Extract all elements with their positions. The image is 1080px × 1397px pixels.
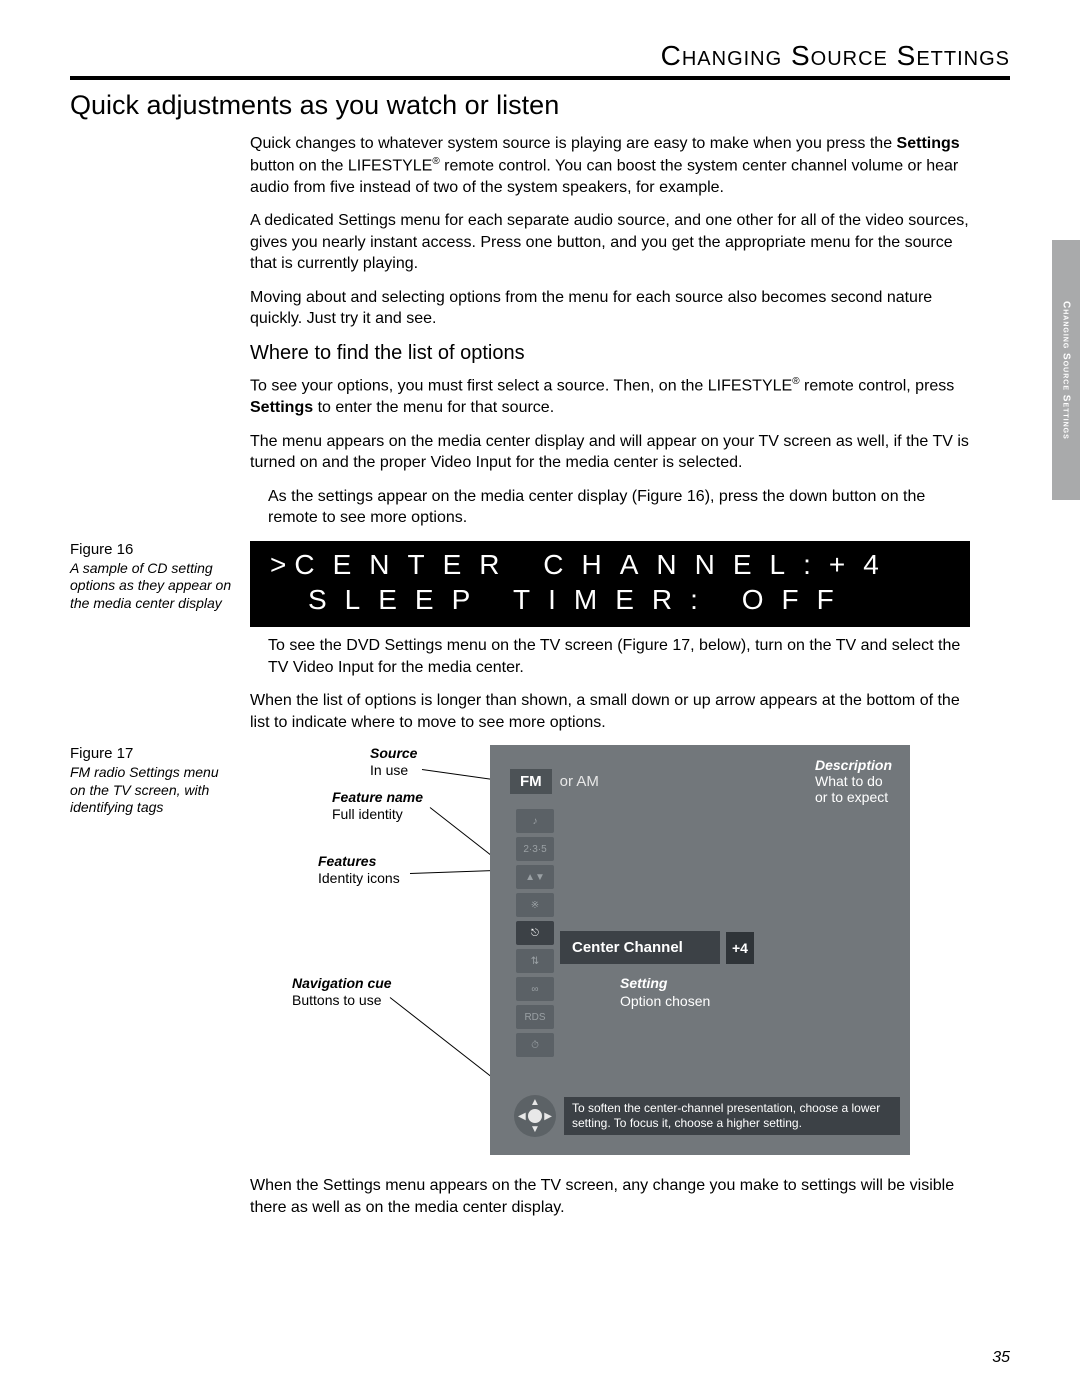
where-p1b: remote control, press (800, 377, 955, 394)
callout-featurename: Feature name Full identity (332, 789, 423, 823)
display-line-2: SLEEP TIMER: OFF (308, 582, 950, 617)
where-p1d: to enter the menu for that source. (313, 399, 554, 416)
callout-features: Features Identity icons (318, 853, 400, 887)
side-tab: Changing Source Settings (1052, 240, 1080, 500)
after16-p1: To see the DVD Settings menu on the TV s… (268, 635, 970, 678)
feature-icon: RDS (516, 1005, 554, 1029)
center-channel-row: Center Channel +4 (560, 931, 754, 964)
intro-p1c: button on the LIFESTYLE (250, 157, 432, 174)
callout-source: Source In use (370, 745, 417, 779)
callout-description-title: Description (815, 757, 892, 773)
intro-p1a: Quick changes to whatever system source … (250, 135, 897, 152)
description-bar: To soften the center-channel presentatio… (564, 1097, 900, 1135)
where-p2: The menu appears on the media center dis… (250, 431, 970, 474)
fig17-number: Figure 17 (70, 745, 232, 762)
display-line-1: CENTER CHANNEL:+4 (270, 547, 950, 582)
media-center-display: CENTER CHANNEL:+4 SLEEP TIMER: OFF (250, 541, 970, 627)
header-rule (70, 76, 1010, 80)
callout-navcue: Navigation cue Buttons to use (292, 975, 392, 1009)
center-channel-value: +4 (726, 932, 754, 964)
callout-navcue-sub: Buttons to use (292, 992, 392, 1009)
callout-description: Description What to do or to expect (815, 757, 892, 805)
fig17-graphic: Source In use Feature name Full identity… (250, 745, 970, 1175)
source-or-am: or AM (560, 773, 599, 790)
feature-icon: ♪ (516, 809, 554, 833)
callout-description-s2: or to expect (815, 789, 892, 805)
feature-icon: 2·3·5 (516, 837, 554, 861)
intro-p1: Quick changes to whatever system source … (250, 133, 970, 198)
where-heading: Where to find the list of options (250, 342, 970, 365)
figure-16: Figure 16 A sample of CD setting options… (70, 541, 1010, 627)
tv-source-row: FM or AM (510, 769, 599, 794)
section-heading: Quick adjustments as you watch or listen (70, 90, 1010, 121)
fig16-number: Figure 16 (70, 541, 232, 558)
callout-navcue-title: Navigation cue (292, 975, 392, 992)
where-p3: As the settings appear on the media cent… (268, 486, 970, 529)
feature-icon-column: ♪ 2·3·5 ▲▼ ※ ⎋ ⇅ ∞ RDS ⏱ (516, 809, 554, 1057)
callout-features-title: Features (318, 853, 400, 870)
intro-p3: Moving about and selecting options from … (250, 287, 970, 330)
callout-featurename-title: Feature name (332, 789, 423, 806)
callout-setting-title: Setting (620, 975, 667, 991)
feature-icon: ※ (516, 893, 554, 917)
callout-features-sub: Identity icons (318, 870, 400, 887)
settings-word-2: Settings (250, 399, 313, 416)
after17-p: When the Settings menu appears on the TV… (250, 1175, 970, 1218)
fig16-caption: A sample of CD setting options as they a… (70, 560, 232, 613)
feature-icon: ∞ (516, 977, 554, 1001)
page-number: 35 (992, 1349, 1010, 1367)
source-fm-box: FM (510, 769, 552, 794)
feature-icon-selected: ⎋ (516, 921, 554, 945)
callout-setting-sub: Option chosen (620, 993, 710, 1009)
fig17-caption: FM radio Settings menu on the TV screen,… (70, 764, 232, 817)
feature-icon: ⏱ (516, 1033, 554, 1057)
page: Changing Source Settings Quick adjustmen… (70, 40, 1010, 1231)
feature-icon: ⇅ (516, 949, 554, 973)
where-p1a: To see your options, you must first sele… (250, 377, 792, 394)
figure-17: Figure 17 FM radio Settings menu on the … (70, 745, 1010, 1175)
after16-p2: When the list of options is longer than … (250, 690, 970, 733)
center-channel-label: Center Channel (560, 931, 720, 964)
reg-mark: ® (432, 156, 439, 167)
intro-p2: A dedicated Settings menu for each separ… (250, 210, 970, 275)
page-header-title: Changing Source Settings (70, 40, 1010, 72)
callout-description-s1: What to do (815, 773, 892, 789)
callout-source-title: Source (370, 745, 417, 762)
nav-pad-icon: ▲▼ ◀▶ (514, 1095, 556, 1137)
feature-icon: ▲▼ (516, 865, 554, 889)
reg-mark-2: ® (792, 376, 799, 387)
callout-featurename-sub: Full identity (332, 806, 423, 823)
where-p1: To see your options, you must first sele… (250, 375, 970, 419)
tv-screen: Description What to do or to expect FM o… (490, 745, 910, 1155)
settings-word: Settings (897, 135, 960, 152)
callout-source-sub: In use (370, 762, 417, 779)
